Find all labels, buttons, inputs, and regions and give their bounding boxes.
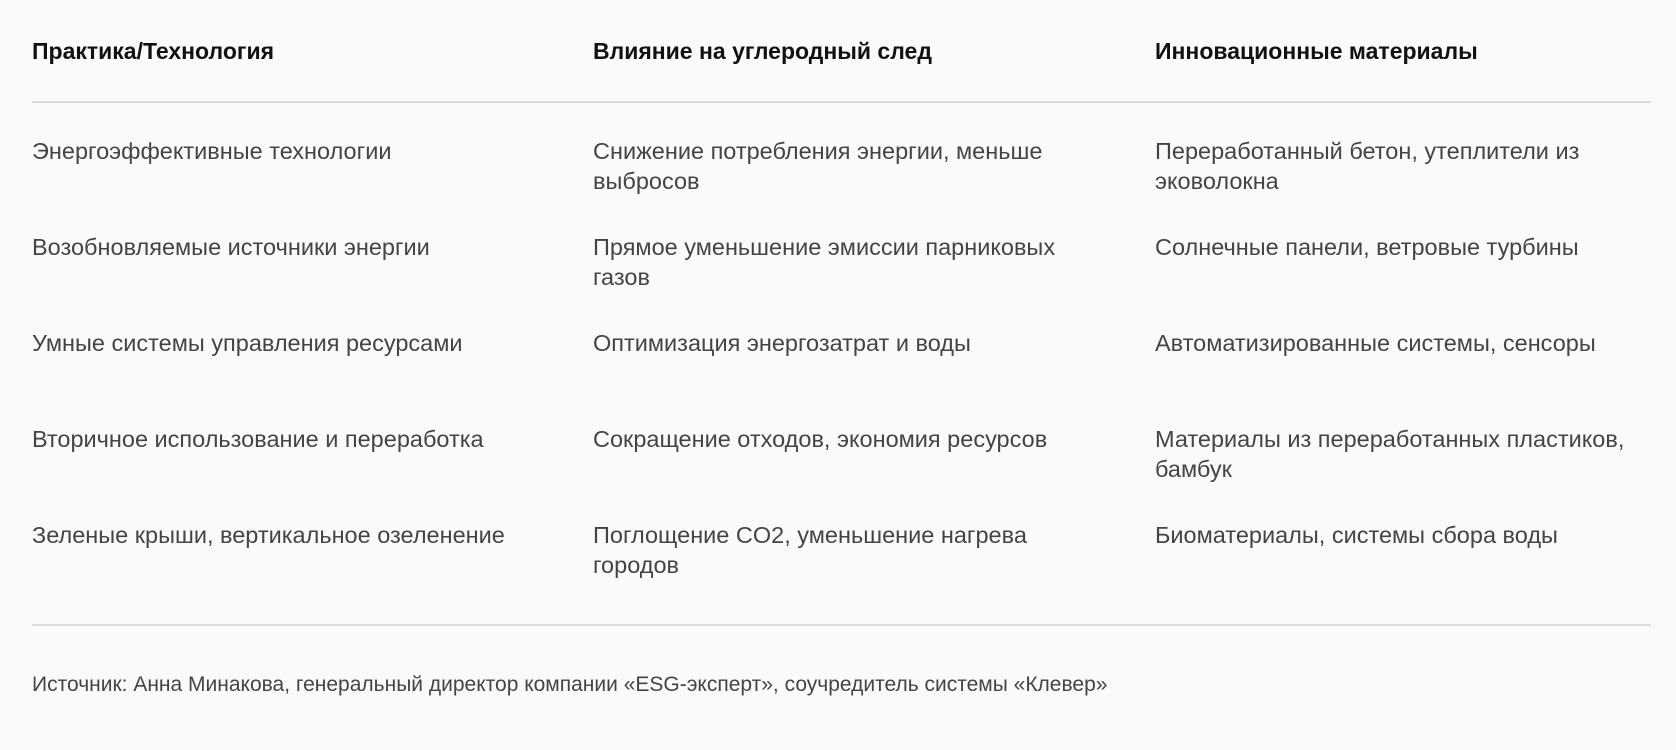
table-cell: Поглощение CO2, уменьшение нагрева город…: [593, 522, 1027, 578]
table-cell: Оптимизация энергозатрат и воды: [593, 330, 971, 356]
table-cell: Энергоэффективные технологии: [32, 138, 392, 164]
table-cell: Прямое уменьшение эмиссии парниковых газ…: [593, 234, 1056, 290]
table-cell: Солнечные панели, ветровые турбины: [1155, 234, 1579, 260]
header-divider: [32, 101, 1651, 103]
column-header-impact: Влияние на углеродный след: [593, 38, 932, 64]
table-cell: Материалы из переработанных пластиков, б…: [1155, 426, 1625, 482]
table-cell: Вторичное использование и переработка: [32, 426, 484, 452]
table-cell: Переработанный бетон, утеплители из эков…: [1155, 138, 1580, 194]
table-row: Умные системы управления ресурсами Оптими…: [0, 328, 1676, 424]
table-cell: Возобновляемые источники энергии: [32, 234, 430, 260]
table-cell: Зеленые крыши, вертикальное озеленение: [32, 522, 505, 548]
table-row: Вторичное использование и переработка Сок…: [0, 424, 1676, 520]
source-note: Источник: Анна Минакова, генеральный дир…: [32, 673, 1108, 696]
table-cell: Сокращение отходов, экономия ресурсов: [593, 426, 1048, 452]
table-cell: Умные системы управления ресурсами: [32, 330, 463, 356]
table-cell: Снижение потребления энергии, меньше выб…: [593, 138, 1043, 194]
column-header-materials: Инновационные материалы: [1155, 38, 1478, 64]
table-cell: Автоматизированные системы, сенсоры: [1155, 330, 1596, 356]
footer-divider: [32, 624, 1651, 626]
table-row: Зеленые крыши, вертикальное озеленение По…: [0, 520, 1676, 616]
table-cell: Биоматериалы, системы сбора воды: [1155, 522, 1558, 548]
column-header-practice: Практика/Технология: [32, 38, 275, 64]
table-row: Энергоэффективные технологии Снижение пот…: [0, 136, 1676, 232]
table-row: Возобновляемые источники энергии Прямое у…: [0, 232, 1676, 328]
